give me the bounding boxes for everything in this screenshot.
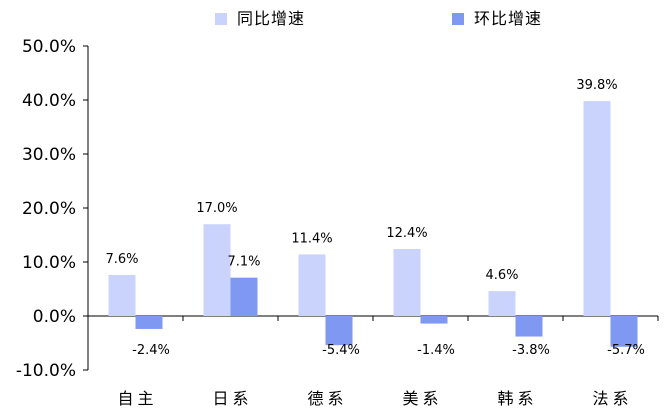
y-tick-label: 30.0% [22,145,76,165]
data-label: 17.0% [196,201,237,216]
bar-yoy [298,254,326,316]
bar-mom [515,316,543,337]
bar-mom [420,316,448,324]
legend-label: 环比增速 [474,9,542,28]
bar-mom [135,316,163,329]
category-label: 日系 [212,389,252,408]
category-label: 韩系 [497,389,537,408]
y-axis: 50.0% 40.0% 30.0% 20.0% 10.0% 0.0% -10.0% [16,37,89,381]
bar-yoy [583,101,611,316]
category-label: 自主 [117,389,157,408]
x-axis: 自主 日系 德系 美系 韩系 法系 [87,315,659,408]
y-tick-label: 50.0% [22,37,76,57]
data-label: -2.4% [132,343,170,358]
category-label: 法系 [592,389,632,408]
data-label: 7.1% [227,255,260,270]
bar-yoy [488,291,516,316]
legend-swatch [452,13,464,25]
legend-label: 同比增速 [237,9,305,28]
y-tick-label: -10.0% [16,361,76,381]
bar-yoy [203,224,231,316]
legend: 同比增速 环比增速 [215,9,542,28]
bar-mom [230,277,258,316]
y-tick-label: 10.0% [22,253,76,273]
data-label: -5.7% [607,343,645,358]
bars [108,101,638,347]
data-label: 11.4% [291,231,332,246]
y-tick-label: 0.0% [33,307,76,327]
data-label: -1.4% [417,343,455,358]
data-label: -3.8% [512,343,550,358]
data-label: 39.8% [576,78,617,93]
bar-yoy [108,274,136,316]
data-labels: 7.6% 17.0% 11.4% 12.4% 4.6% 39.8% -2.4% 7.1% -5.… [105,78,644,358]
data-label: -5.4% [322,343,360,358]
category-label: 德系 [307,389,347,408]
data-label: 4.6% [485,268,518,283]
bar-mom [325,316,353,346]
y-tick-label: 20.0% [22,199,76,219]
data-label: 7.6% [105,252,138,267]
bar-mom [610,316,638,347]
data-label: 12.4% [386,226,427,241]
category-label: 美系 [402,389,442,408]
legend-swatch [215,13,227,25]
bar-yoy [393,249,421,316]
y-tick-label: 40.0% [22,91,76,111]
